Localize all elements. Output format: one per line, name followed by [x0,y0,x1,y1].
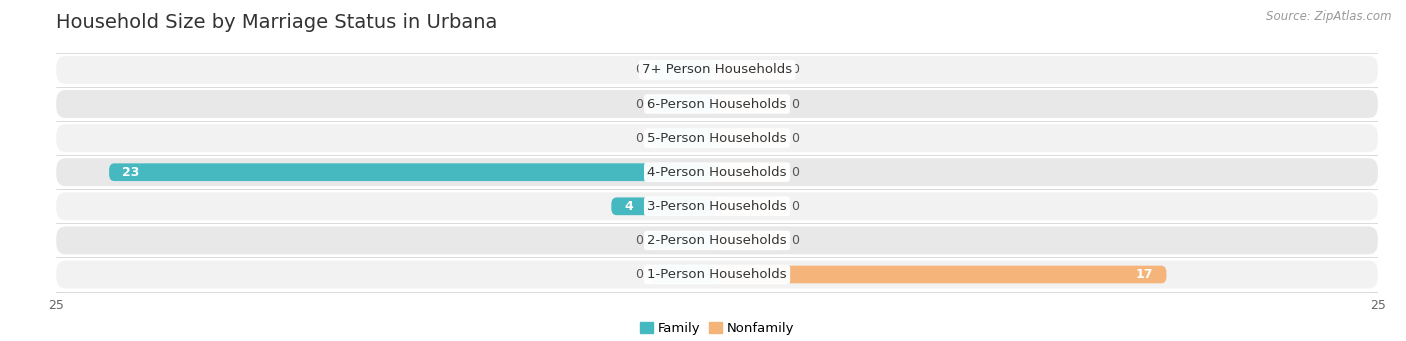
FancyBboxPatch shape [110,163,717,181]
Text: 0: 0 [792,132,799,145]
Text: 0: 0 [792,166,799,179]
Text: 7+ Person Households: 7+ Person Households [643,63,792,76]
FancyBboxPatch shape [651,129,717,147]
FancyBboxPatch shape [612,197,717,215]
Text: 6-Person Households: 6-Person Households [647,98,787,110]
Text: 4: 4 [624,200,633,213]
Text: 4-Person Households: 4-Person Households [647,166,787,179]
Text: 17: 17 [1136,268,1153,281]
Text: 1-Person Households: 1-Person Households [647,268,787,281]
FancyBboxPatch shape [56,261,1378,288]
Text: 0: 0 [636,268,643,281]
FancyBboxPatch shape [717,61,783,79]
FancyBboxPatch shape [651,232,717,249]
Text: Household Size by Marriage Status in Urbana: Household Size by Marriage Status in Urb… [56,13,498,32]
Text: 0: 0 [636,132,643,145]
FancyBboxPatch shape [717,232,783,249]
FancyBboxPatch shape [56,124,1378,152]
FancyBboxPatch shape [717,197,783,215]
Text: 23: 23 [122,166,139,179]
Text: 3-Person Households: 3-Person Households [647,200,787,213]
FancyBboxPatch shape [651,266,717,283]
FancyBboxPatch shape [56,192,1378,220]
FancyBboxPatch shape [56,158,1378,186]
Text: 0: 0 [792,200,799,213]
FancyBboxPatch shape [56,226,1378,254]
Text: 0: 0 [636,98,643,110]
Text: 0: 0 [792,234,799,247]
FancyBboxPatch shape [56,56,1378,84]
Text: 0: 0 [636,234,643,247]
Text: 0: 0 [636,63,643,76]
FancyBboxPatch shape [717,129,783,147]
Text: 5-Person Households: 5-Person Households [647,132,787,145]
FancyBboxPatch shape [717,163,783,181]
Text: Source: ZipAtlas.com: Source: ZipAtlas.com [1267,10,1392,23]
FancyBboxPatch shape [651,61,717,79]
Text: 0: 0 [792,98,799,110]
Text: 2-Person Households: 2-Person Households [647,234,787,247]
FancyBboxPatch shape [717,266,1167,283]
FancyBboxPatch shape [717,95,783,113]
Text: 0: 0 [792,63,799,76]
FancyBboxPatch shape [56,90,1378,118]
FancyBboxPatch shape [651,95,717,113]
Legend: Family, Nonfamily: Family, Nonfamily [634,316,800,340]
